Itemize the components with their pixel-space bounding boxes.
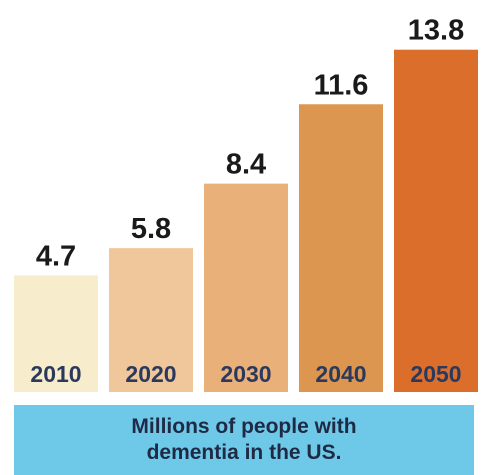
bar-2030 <box>204 183 288 392</box>
category-label-2010: 2010 <box>30 361 81 387</box>
category-label-2050: 2050 <box>410 361 461 387</box>
value-label-2040: 11.6 <box>314 69 369 101</box>
category-label-2040: 2040 <box>315 361 366 387</box>
caption-line-2: dementia in the US. <box>146 441 342 464</box>
value-label-2010: 4.7 <box>36 240 76 272</box>
value-label-2020: 5.8 <box>131 213 171 245</box>
category-label-2020: 2020 <box>125 361 176 387</box>
chart-caption: Millions of people with dementia in the … <box>14 405 474 475</box>
bar-2050 <box>394 49 478 392</box>
value-label-2030: 8.4 <box>226 149 266 181</box>
caption-line-1: Millions of people with <box>131 415 357 438</box>
bar-chart: 4.7 2010 5.8 2020 8.4 2030 11.6 2040 13.8 2050 <box>14 15 478 393</box>
value-label-2050: 13.8 <box>408 15 464 47</box>
category-label-2030: 2030 <box>220 361 271 387</box>
bar-2010 <box>14 275 98 392</box>
bar-2020 <box>109 248 193 392</box>
bar-2040 <box>299 104 383 393</box>
